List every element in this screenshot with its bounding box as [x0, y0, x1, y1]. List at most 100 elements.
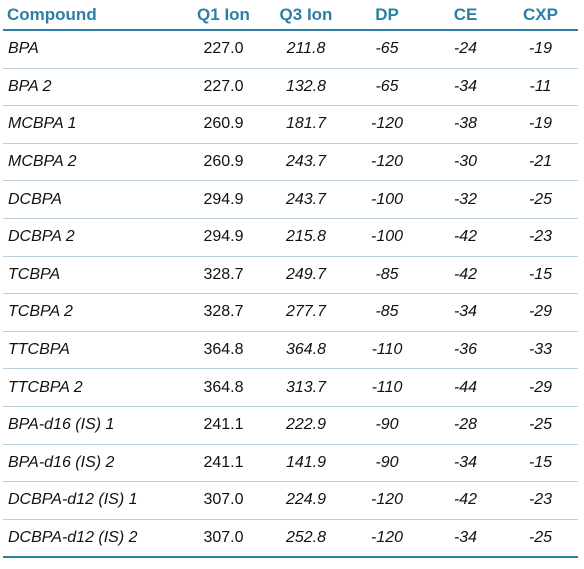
cell-dp: -85 — [346, 256, 428, 295]
table-row: BPA 2 227.0 132.8 -65 -34 -11 — [3, 68, 578, 107]
cell-q3-ion: 211.8 — [266, 30, 346, 69]
cell-cxp: -19 — [503, 30, 578, 69]
cell-q1-ion: 241.1 — [181, 406, 266, 445]
cell-dp: -120 — [346, 481, 428, 520]
cell-q3-ion: 252.8 — [266, 519, 346, 559]
cell-compound: DCBPA-d12 (IS) 1 — [3, 481, 181, 520]
cell-compound: BPA 2 — [3, 68, 181, 107]
cell-ce: -34 — [428, 68, 503, 107]
cell-cxp: -33 — [503, 331, 578, 370]
cell-cxp: -23 — [503, 218, 578, 257]
cell-q3-ion: 364.8 — [266, 331, 346, 370]
cell-q3-ion: 249.7 — [266, 256, 346, 295]
cell-compound: BPA-d16 (IS) 1 — [3, 406, 181, 445]
cell-ce: -34 — [428, 293, 503, 332]
cell-cxp: -11 — [503, 68, 578, 107]
cell-q1-ion: 307.0 — [181, 481, 266, 520]
cell-ce: -24 — [428, 30, 503, 69]
table-row: DCBPA-d12 (IS) 1 307.0 224.9 -120 -42 -23 — [3, 481, 578, 520]
cell-ce: -30 — [428, 143, 503, 182]
table-row: TCBPA 2 328.7 277.7 -85 -34 -29 — [3, 293, 578, 332]
header-compound: Compound — [3, 0, 181, 31]
cell-ce: -42 — [428, 218, 503, 257]
cell-q1-ion: 227.0 — [181, 30, 266, 69]
cell-q3-ion: 224.9 — [266, 481, 346, 520]
cell-cxp: -25 — [503, 180, 578, 219]
cell-q3-ion: 313.7 — [266, 368, 346, 407]
table-row: TCBPA 328.7 249.7 -85 -42 -15 — [3, 256, 578, 295]
cell-dp: -110 — [346, 331, 428, 370]
cell-compound: MCBPA 1 — [3, 105, 181, 144]
cell-ce: -42 — [428, 256, 503, 295]
cell-q3-ion: 141.9 — [266, 444, 346, 483]
cell-q3-ion: 243.7 — [266, 180, 346, 219]
header-q3-ion: Q3 Ion — [266, 0, 346, 31]
cell-cxp: -29 — [503, 293, 578, 332]
cell-compound: TCBPA 2 — [3, 293, 181, 332]
cell-q3-ion: 222.9 — [266, 406, 346, 445]
table-row: MCBPA 2 260.9 243.7 -120 -30 -21 — [3, 143, 578, 182]
cell-q1-ion: 328.7 — [181, 256, 266, 295]
cell-q3-ion: 181.7 — [266, 105, 346, 144]
table-row: BPA-d16 (IS) 1 241.1 222.9 -90 -28 -25 — [3, 406, 578, 445]
cell-dp: -100 — [346, 180, 428, 219]
cell-q1-ion: 328.7 — [181, 293, 266, 332]
header-ce: CE — [428, 0, 503, 31]
cell-ce: -38 — [428, 105, 503, 144]
cell-compound: BPA-d16 (IS) 2 — [3, 444, 181, 483]
cell-q3-ion: 243.7 — [266, 143, 346, 182]
table-body: BPA 227.0 211.8 -65 -24 -19 BPA 2 227.0 132.8 -65… — [3, 30, 578, 559]
cell-compound: MCBPA 2 — [3, 143, 181, 182]
compound-parameters-table: Compound Q1 Ion Q3 Ion DP CE CXP BPA 227.… — [3, 0, 578, 559]
cell-ce: -32 — [428, 180, 503, 219]
table-row: DCBPA 2 294.9 215.8 -100 -42 -23 — [3, 218, 578, 257]
header-row: Compound Q1 Ion Q3 Ion DP CE CXP — [3, 0, 578, 31]
table-row: TTCBPA 2 364.8 313.7 -110 -44 -29 — [3, 368, 578, 407]
cell-q1-ion: 307.0 — [181, 519, 266, 559]
table-row: BPA 227.0 211.8 -65 -24 -19 — [3, 30, 578, 69]
cell-cxp: -29 — [503, 368, 578, 407]
cell-q3-ion: 215.8 — [266, 218, 346, 257]
cell-dp: -120 — [346, 519, 428, 559]
cell-dp: -100 — [346, 218, 428, 257]
cell-ce: -42 — [428, 481, 503, 520]
header-q1-ion: Q1 Ion — [181, 0, 266, 31]
table-row: DCBPA 294.9 243.7 -100 -32 -25 — [3, 180, 578, 219]
cell-dp: -90 — [346, 444, 428, 483]
cell-compound: TTCBPA 2 — [3, 368, 181, 407]
cell-cxp: -23 — [503, 481, 578, 520]
cell-cxp: -21 — [503, 143, 578, 182]
cell-q1-ion: 364.8 — [181, 368, 266, 407]
cell-compound: DCBPA 2 — [3, 218, 181, 257]
cell-dp: -90 — [346, 406, 428, 445]
cell-ce: -44 — [428, 368, 503, 407]
cell-ce: -34 — [428, 444, 503, 483]
cell-dp: -65 — [346, 30, 428, 69]
cell-cxp: -25 — [503, 406, 578, 445]
cell-ce: -34 — [428, 519, 503, 559]
cell-q1-ion: 364.8 — [181, 331, 266, 370]
cell-cxp: -25 — [503, 519, 578, 559]
cell-q3-ion: 132.8 — [266, 68, 346, 107]
table-row: BPA-d16 (IS) 2 241.1 141.9 -90 -34 -15 — [3, 444, 578, 483]
header-dp: DP — [346, 0, 428, 31]
cell-dp: -65 — [346, 68, 428, 107]
cell-compound: TTCBPA — [3, 331, 181, 370]
cell-ce: -36 — [428, 331, 503, 370]
cell-dp: -85 — [346, 293, 428, 332]
cell-q1-ion: 294.9 — [181, 218, 266, 257]
cell-ce: -28 — [428, 406, 503, 445]
cell-q3-ion: 277.7 — [266, 293, 346, 332]
cell-dp: -120 — [346, 143, 428, 182]
cell-compound: TCBPA — [3, 256, 181, 295]
cell-cxp: -15 — [503, 444, 578, 483]
header-cxp: CXP — [503, 0, 578, 31]
cell-dp: -120 — [346, 105, 428, 144]
cell-dp: -110 — [346, 368, 428, 407]
cell-compound: DCBPA-d12 (IS) 2 — [3, 519, 181, 559]
cell-compound: DCBPA — [3, 180, 181, 219]
cell-q1-ion: 241.1 — [181, 444, 266, 483]
table-row: MCBPA 1 260.9 181.7 -120 -38 -19 — [3, 105, 578, 144]
cell-compound: BPA — [3, 30, 181, 69]
cell-cxp: -19 — [503, 105, 578, 144]
